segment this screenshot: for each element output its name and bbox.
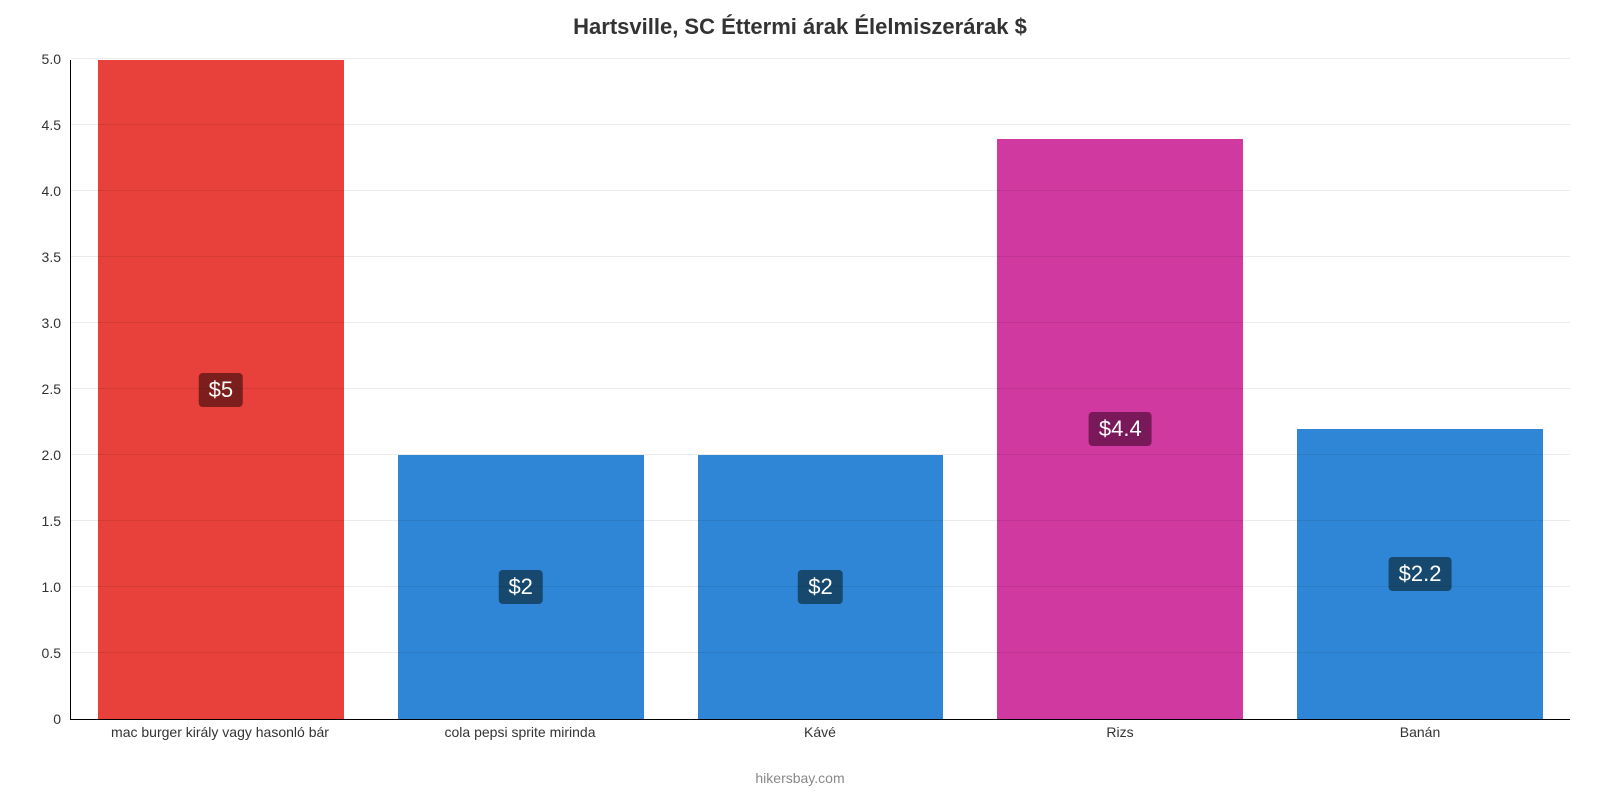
y-tick-label: 5.0 bbox=[42, 51, 71, 67]
chart-footer: hikersbay.com bbox=[0, 770, 1600, 786]
value-badge: $4.4 bbox=[1089, 412, 1152, 446]
gridline bbox=[71, 652, 1570, 653]
bar-slot: $2 bbox=[371, 60, 671, 719]
x-axis-label: Banán bbox=[1270, 724, 1570, 740]
plot-area: $5$2$2$4.4$2.2 00.51.01.52.02.53.03.54.0… bbox=[70, 60, 1570, 720]
y-tick-label: 2.5 bbox=[42, 381, 71, 397]
gridline bbox=[71, 520, 1570, 521]
bar-slot: $2 bbox=[671, 60, 971, 719]
bar: $2 bbox=[698, 455, 944, 719]
y-tick-label: 1.5 bbox=[42, 513, 71, 529]
bars-container: $5 $2 $2 $4.4 $2.2 bbox=[71, 60, 1570, 719]
x-axis-labels: mac burger király vagy hasonló bárcola p… bbox=[70, 724, 1570, 740]
bar: $4.4 bbox=[997, 139, 1243, 719]
bar: $2.2 bbox=[1297, 429, 1543, 719]
bar-slot: $4.4 bbox=[970, 60, 1270, 719]
gridline bbox=[71, 124, 1570, 125]
value-badge: $2 bbox=[498, 570, 542, 604]
bar-slot: $5 bbox=[71, 60, 371, 719]
chart-title: Hartsville, SC Éttermi árak Élelmiszerár… bbox=[0, 14, 1600, 40]
gridline bbox=[71, 256, 1570, 257]
gridline bbox=[71, 58, 1570, 59]
value-badge: $2 bbox=[798, 570, 842, 604]
bar: $2 bbox=[398, 455, 644, 719]
y-tick-label: 0 bbox=[53, 711, 71, 727]
bar-slot: $2.2 bbox=[1270, 60, 1570, 719]
y-tick-label: 4.5 bbox=[42, 117, 71, 133]
y-tick-label: 4.0 bbox=[42, 183, 71, 199]
price-bar-chart: Hartsville, SC Éttermi árak Élelmiszerár… bbox=[0, 0, 1600, 800]
y-tick-label: 0.5 bbox=[42, 645, 71, 661]
gridline bbox=[71, 586, 1570, 587]
y-tick-label: 3.5 bbox=[42, 249, 71, 265]
x-axis-label: Rizs bbox=[970, 724, 1270, 740]
x-axis-label: cola pepsi sprite mirinda bbox=[370, 724, 670, 740]
gridline bbox=[71, 454, 1570, 455]
value-badge: $5 bbox=[199, 373, 243, 407]
gridline bbox=[71, 190, 1570, 191]
x-axis-label: mac burger király vagy hasonló bár bbox=[70, 724, 370, 740]
x-axis-label: Kávé bbox=[670, 724, 970, 740]
gridline bbox=[71, 322, 1570, 323]
bar: $5 bbox=[98, 60, 344, 719]
y-tick-label: 3.0 bbox=[42, 315, 71, 331]
y-tick-label: 2.0 bbox=[42, 447, 71, 463]
y-tick-label: 1.0 bbox=[42, 579, 71, 595]
gridline bbox=[71, 388, 1570, 389]
